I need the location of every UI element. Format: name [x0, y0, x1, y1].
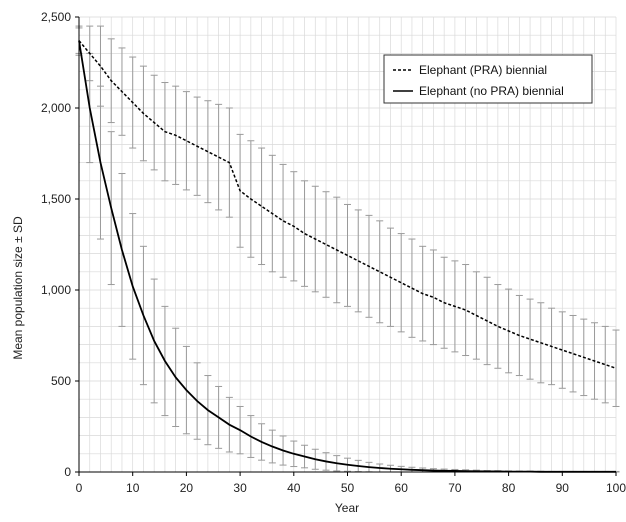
- y-tick-label: 1,500: [41, 192, 71, 206]
- x-tick-label: 0: [76, 481, 83, 495]
- x-tick-label: 70: [448, 481, 462, 495]
- x-tick-label: 40: [287, 481, 301, 495]
- x-tick-label: 20: [180, 481, 194, 495]
- x-tick-label: 100: [606, 481, 626, 495]
- x-tick-label: 60: [395, 481, 409, 495]
- x-tick-label: 50: [341, 481, 355, 495]
- y-tick-label: 500: [51, 374, 71, 388]
- tick-labels: 0 10 20 30 40 50 60 70 80 90 100 0 500 1,000 1,500 2,00…: [41, 10, 626, 495]
- x-tick-label: 80: [502, 481, 516, 495]
- axes: [75, 16, 617, 476]
- x-tick-label: 90: [556, 481, 570, 495]
- y-axis-title: Mean population size ± SD: [11, 216, 25, 360]
- y-tick-label: 0: [64, 465, 71, 479]
- y-tick-label: 1,000: [41, 283, 71, 297]
- y-tick-label: 2,500: [41, 10, 71, 24]
- legend-label-pra: Elephant (PRA) biennial: [419, 63, 547, 77]
- legend: Elephant (PRA) biennial Elephant (no PRA…: [383, 54, 593, 104]
- x-tick-label: 10: [126, 481, 140, 495]
- legend-label-no-pra: Elephant (no PRA) biennial: [419, 84, 564, 98]
- legend-box: [383, 54, 593, 104]
- x-axis-title: Year: [335, 501, 359, 515]
- series-line-pra: [78, 40, 617, 369]
- x-tick-label: 30: [233, 481, 247, 495]
- y-tick-label: 2,000: [41, 101, 71, 115]
